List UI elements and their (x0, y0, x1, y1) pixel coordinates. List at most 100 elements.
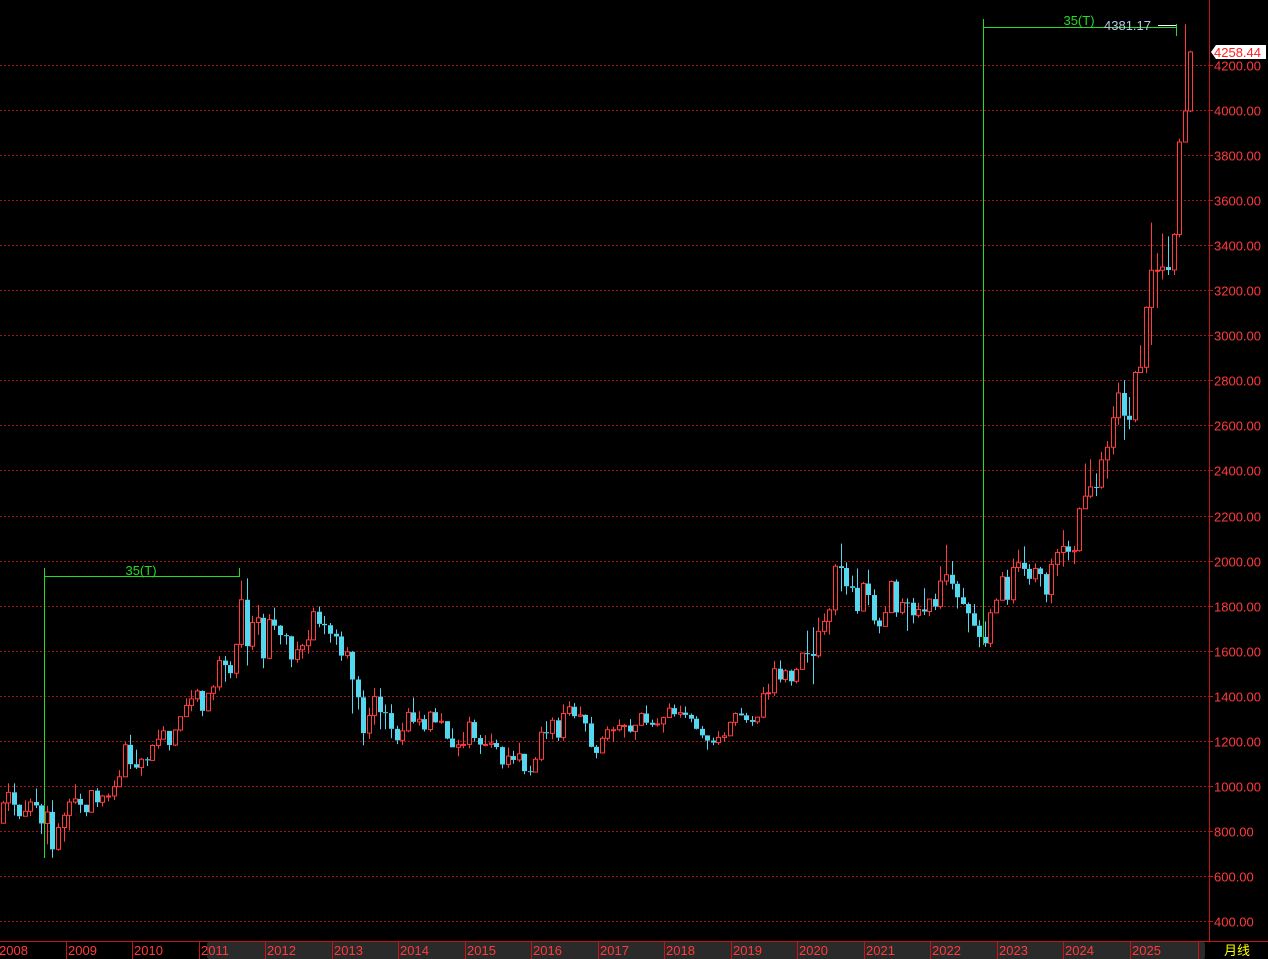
candle-body (45, 811, 50, 824)
x-tick-label: 2021 (866, 943, 895, 958)
candle (805, 630, 810, 663)
candle (272, 607, 277, 630)
candle-body (1105, 446, 1110, 461)
candle-body (744, 715, 749, 721)
candle (489, 733, 494, 748)
candle (528, 765, 533, 776)
candle (406, 708, 411, 733)
candle (850, 575, 855, 593)
candle (750, 716, 755, 726)
candle-body (589, 723, 594, 747)
candle (189, 690, 194, 712)
candle-body (278, 625, 283, 636)
candle-body (894, 581, 899, 613)
candle-body (572, 706, 577, 717)
interval-label-1: 35(T) (125, 563, 156, 578)
x-tick-label: 2018 (666, 943, 695, 958)
candle (561, 704, 566, 741)
candle (578, 706, 583, 717)
candle-body (877, 620, 882, 627)
candle-body (988, 612, 993, 644)
candle (483, 735, 488, 747)
candle-body (95, 790, 100, 803)
candle (1038, 566, 1043, 587)
candle-body (406, 711, 411, 732)
candle (955, 581, 960, 609)
candle (356, 676, 361, 710)
candle (1033, 563, 1038, 583)
interval-measure-1: 35(T) (44, 563, 240, 858)
candle-body (139, 758, 144, 769)
candle-body (844, 568, 849, 587)
candle-body (700, 728, 705, 736)
period-label[interactable]: 月线 (1224, 943, 1250, 958)
candle-body (655, 723, 660, 726)
candle (1127, 397, 1132, 430)
candle-body (766, 692, 771, 695)
candle-body (1000, 576, 1005, 601)
candle (711, 737, 716, 746)
candle-body (955, 583, 960, 598)
candle (395, 725, 400, 745)
candle (383, 704, 388, 730)
candle (605, 726, 610, 741)
candle (1072, 545, 1077, 565)
candle-body (350, 651, 355, 680)
candle (256, 604, 261, 635)
candle (428, 711, 433, 732)
candle (239, 580, 244, 648)
candle-body (23, 810, 28, 817)
last-price-label: 4258.44 (1214, 45, 1261, 60)
candle (84, 804, 89, 817)
candle (112, 780, 117, 801)
candle (694, 716, 699, 730)
candle (700, 725, 705, 739)
candle (789, 669, 794, 686)
candle (6, 783, 11, 812)
candle-body (84, 804, 89, 813)
time-axis[interactable]: 2008 2009 2010 2011 2012 2013 2014 2015 2016 2017… (0, 941, 1268, 959)
candle-body (811, 654, 816, 656)
annotations: 35(T) 35(T) 4381.17 (44, 13, 1177, 858)
candle (334, 629, 339, 645)
candle (417, 711, 422, 726)
y-tick-label: 1400.00 (1214, 690, 1261, 705)
candle (433, 708, 438, 723)
candle (400, 722, 405, 745)
candle-body (705, 735, 710, 741)
candle-body (938, 580, 943, 608)
candle (311, 607, 316, 641)
candle (977, 620, 982, 648)
candle (594, 745, 599, 759)
interval-label-2: 35(T) (1063, 13, 1094, 28)
candle (827, 608, 832, 635)
candle-body (428, 711, 433, 731)
y-tick-label: 4200.00 (1214, 59, 1261, 74)
time-scrollbar-thumb[interactable] (207, 942, 1205, 959)
candle-body (972, 613, 977, 626)
candle-body (622, 724, 627, 727)
candle (350, 650, 355, 714)
candle-body (511, 756, 516, 760)
candle-body (750, 720, 755, 722)
candle (678, 705, 683, 718)
candle-body (156, 738, 161, 747)
candle-body (306, 639, 311, 647)
candle (650, 719, 655, 727)
x-tick-label: 2016 (533, 943, 562, 958)
y-tick-label: 1000.00 (1214, 780, 1261, 795)
candle (1066, 540, 1071, 561)
price-axis: 400.00 600.00 800.00 1000.00 1200.00 1400.00 1… (1209, 59, 1261, 930)
candle (339, 631, 344, 661)
candle (145, 757, 150, 767)
candle (839, 543, 844, 592)
y-tick-label: 3600.00 (1214, 194, 1261, 209)
candle (872, 589, 877, 625)
candle-body (461, 743, 466, 746)
candle (883, 606, 888, 627)
candle (89, 790, 94, 813)
candle-body (1072, 550, 1077, 553)
candle-body (600, 737, 605, 754)
candle (927, 598, 932, 617)
candle (211, 685, 216, 701)
